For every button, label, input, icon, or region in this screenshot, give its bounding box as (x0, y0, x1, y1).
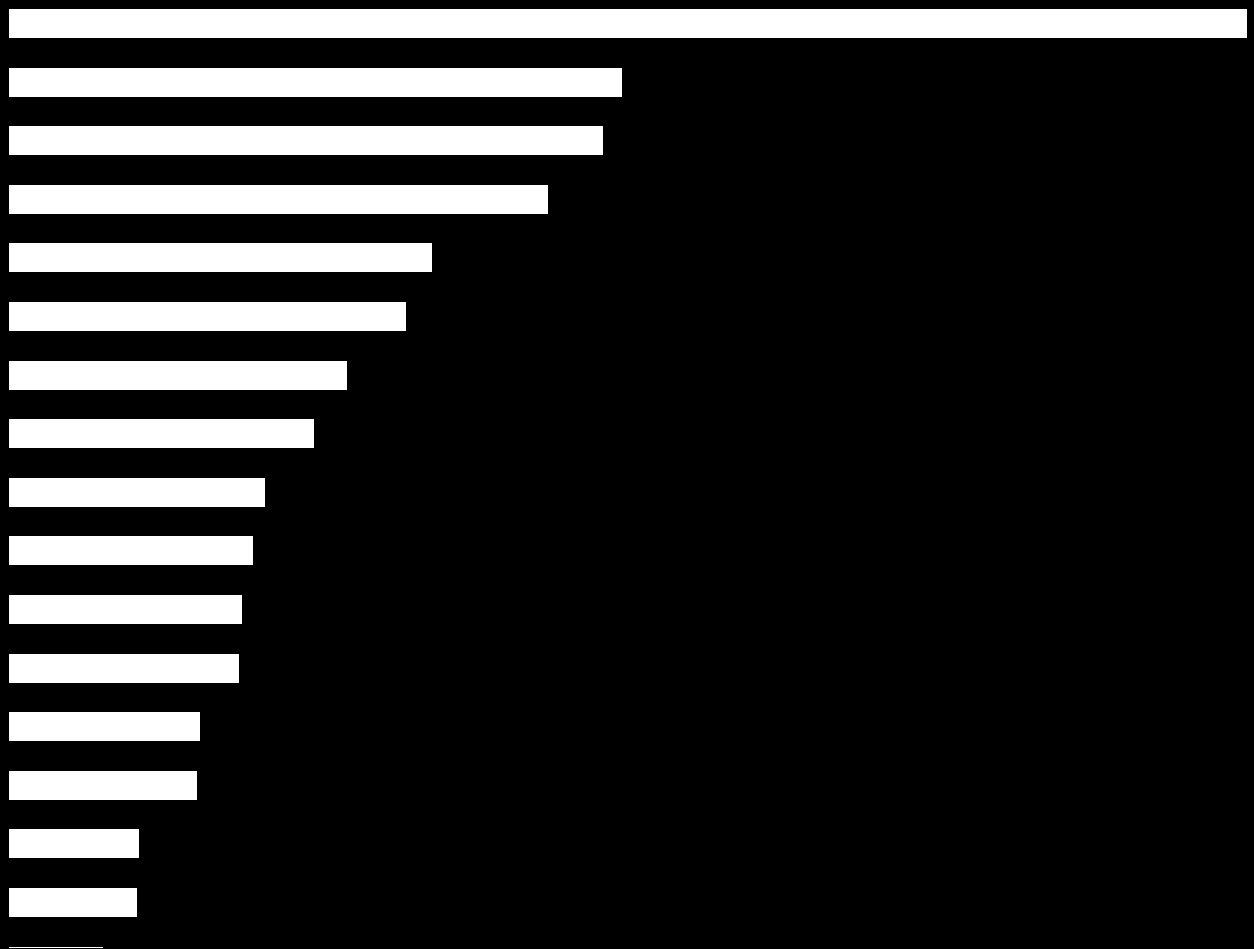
bar-5 (9, 302, 406, 331)
bar-9 (9, 536, 253, 565)
bar-2 (9, 126, 603, 155)
bar-11 (9, 654, 239, 683)
bar-0 (9, 9, 1247, 38)
bar-13 (9, 771, 197, 800)
bar-6 (9, 361, 347, 390)
bar-7 (9, 419, 314, 448)
bar-10 (9, 595, 242, 624)
bar-14 (9, 829, 139, 858)
horizontal-bar-chart (0, 0, 1254, 949)
bar-8 (9, 478, 265, 507)
bar-4 (9, 243, 432, 272)
bar-3 (9, 185, 548, 214)
bar-15 (9, 888, 137, 917)
bar-12 (9, 712, 200, 741)
bar-1 (9, 68, 622, 97)
